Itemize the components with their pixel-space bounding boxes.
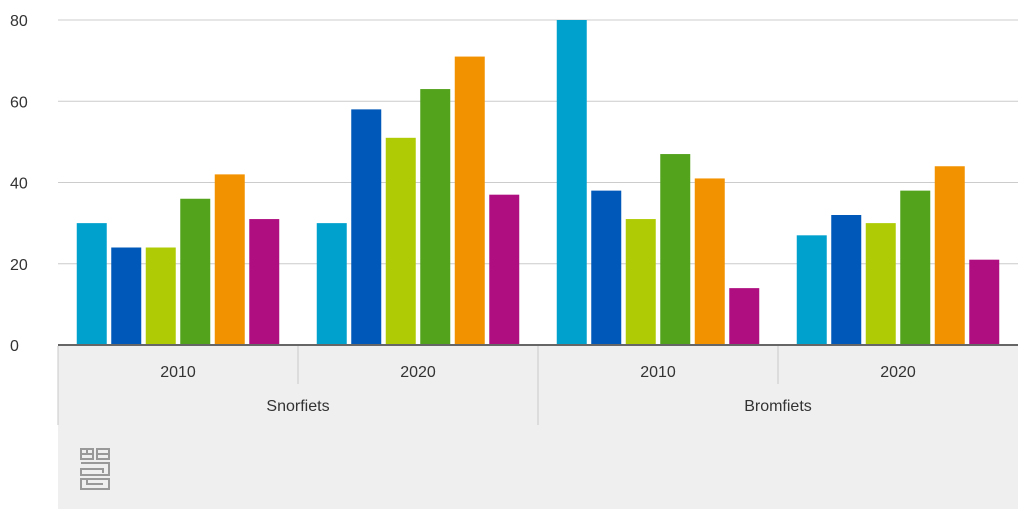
y-tick-label: 40 (10, 176, 28, 193)
x-tick-label: 2010 (160, 364, 196, 381)
y-tick-label: 0 (10, 338, 19, 355)
bar (111, 247, 142, 345)
x-tick-label: 2010 (640, 364, 676, 381)
bar (454, 56, 485, 345)
bar (591, 190, 622, 345)
y-tick-label: 80 (10, 13, 28, 30)
x-group-label: Bromfiets (744, 398, 812, 415)
bar (865, 223, 896, 345)
bar (729, 288, 760, 345)
x-axis: 2010 2020 Snorfiets 2010 2020 Bromfiets (57, 346, 916, 425)
bar (694, 178, 725, 345)
bar (969, 259, 1000, 345)
bar (420, 89, 451, 345)
bar (489, 194, 520, 345)
y-axis: 0 20 40 60 80 (10, 13, 28, 355)
x-tick-label: 2020 (880, 364, 916, 381)
y-tick-label: 60 (10, 94, 28, 111)
bar (145, 247, 176, 345)
x-group-label: Snorfiets (266, 398, 329, 415)
bar (796, 235, 827, 345)
bar (351, 109, 382, 345)
bar (900, 190, 931, 345)
bar (316, 223, 347, 345)
bar (385, 137, 416, 345)
bar (249, 219, 280, 345)
bar (660, 154, 691, 345)
bar (934, 166, 965, 345)
bar (831, 215, 862, 345)
cbs-logo-icon (80, 448, 110, 490)
bar (180, 198, 211, 345)
bar (214, 174, 245, 345)
x-tick-label: 2020 (400, 364, 436, 381)
bars (76, 20, 1000, 345)
bar (625, 219, 656, 345)
y-tick-label: 20 (10, 257, 28, 274)
bar (556, 20, 587, 345)
bar (76, 223, 107, 345)
